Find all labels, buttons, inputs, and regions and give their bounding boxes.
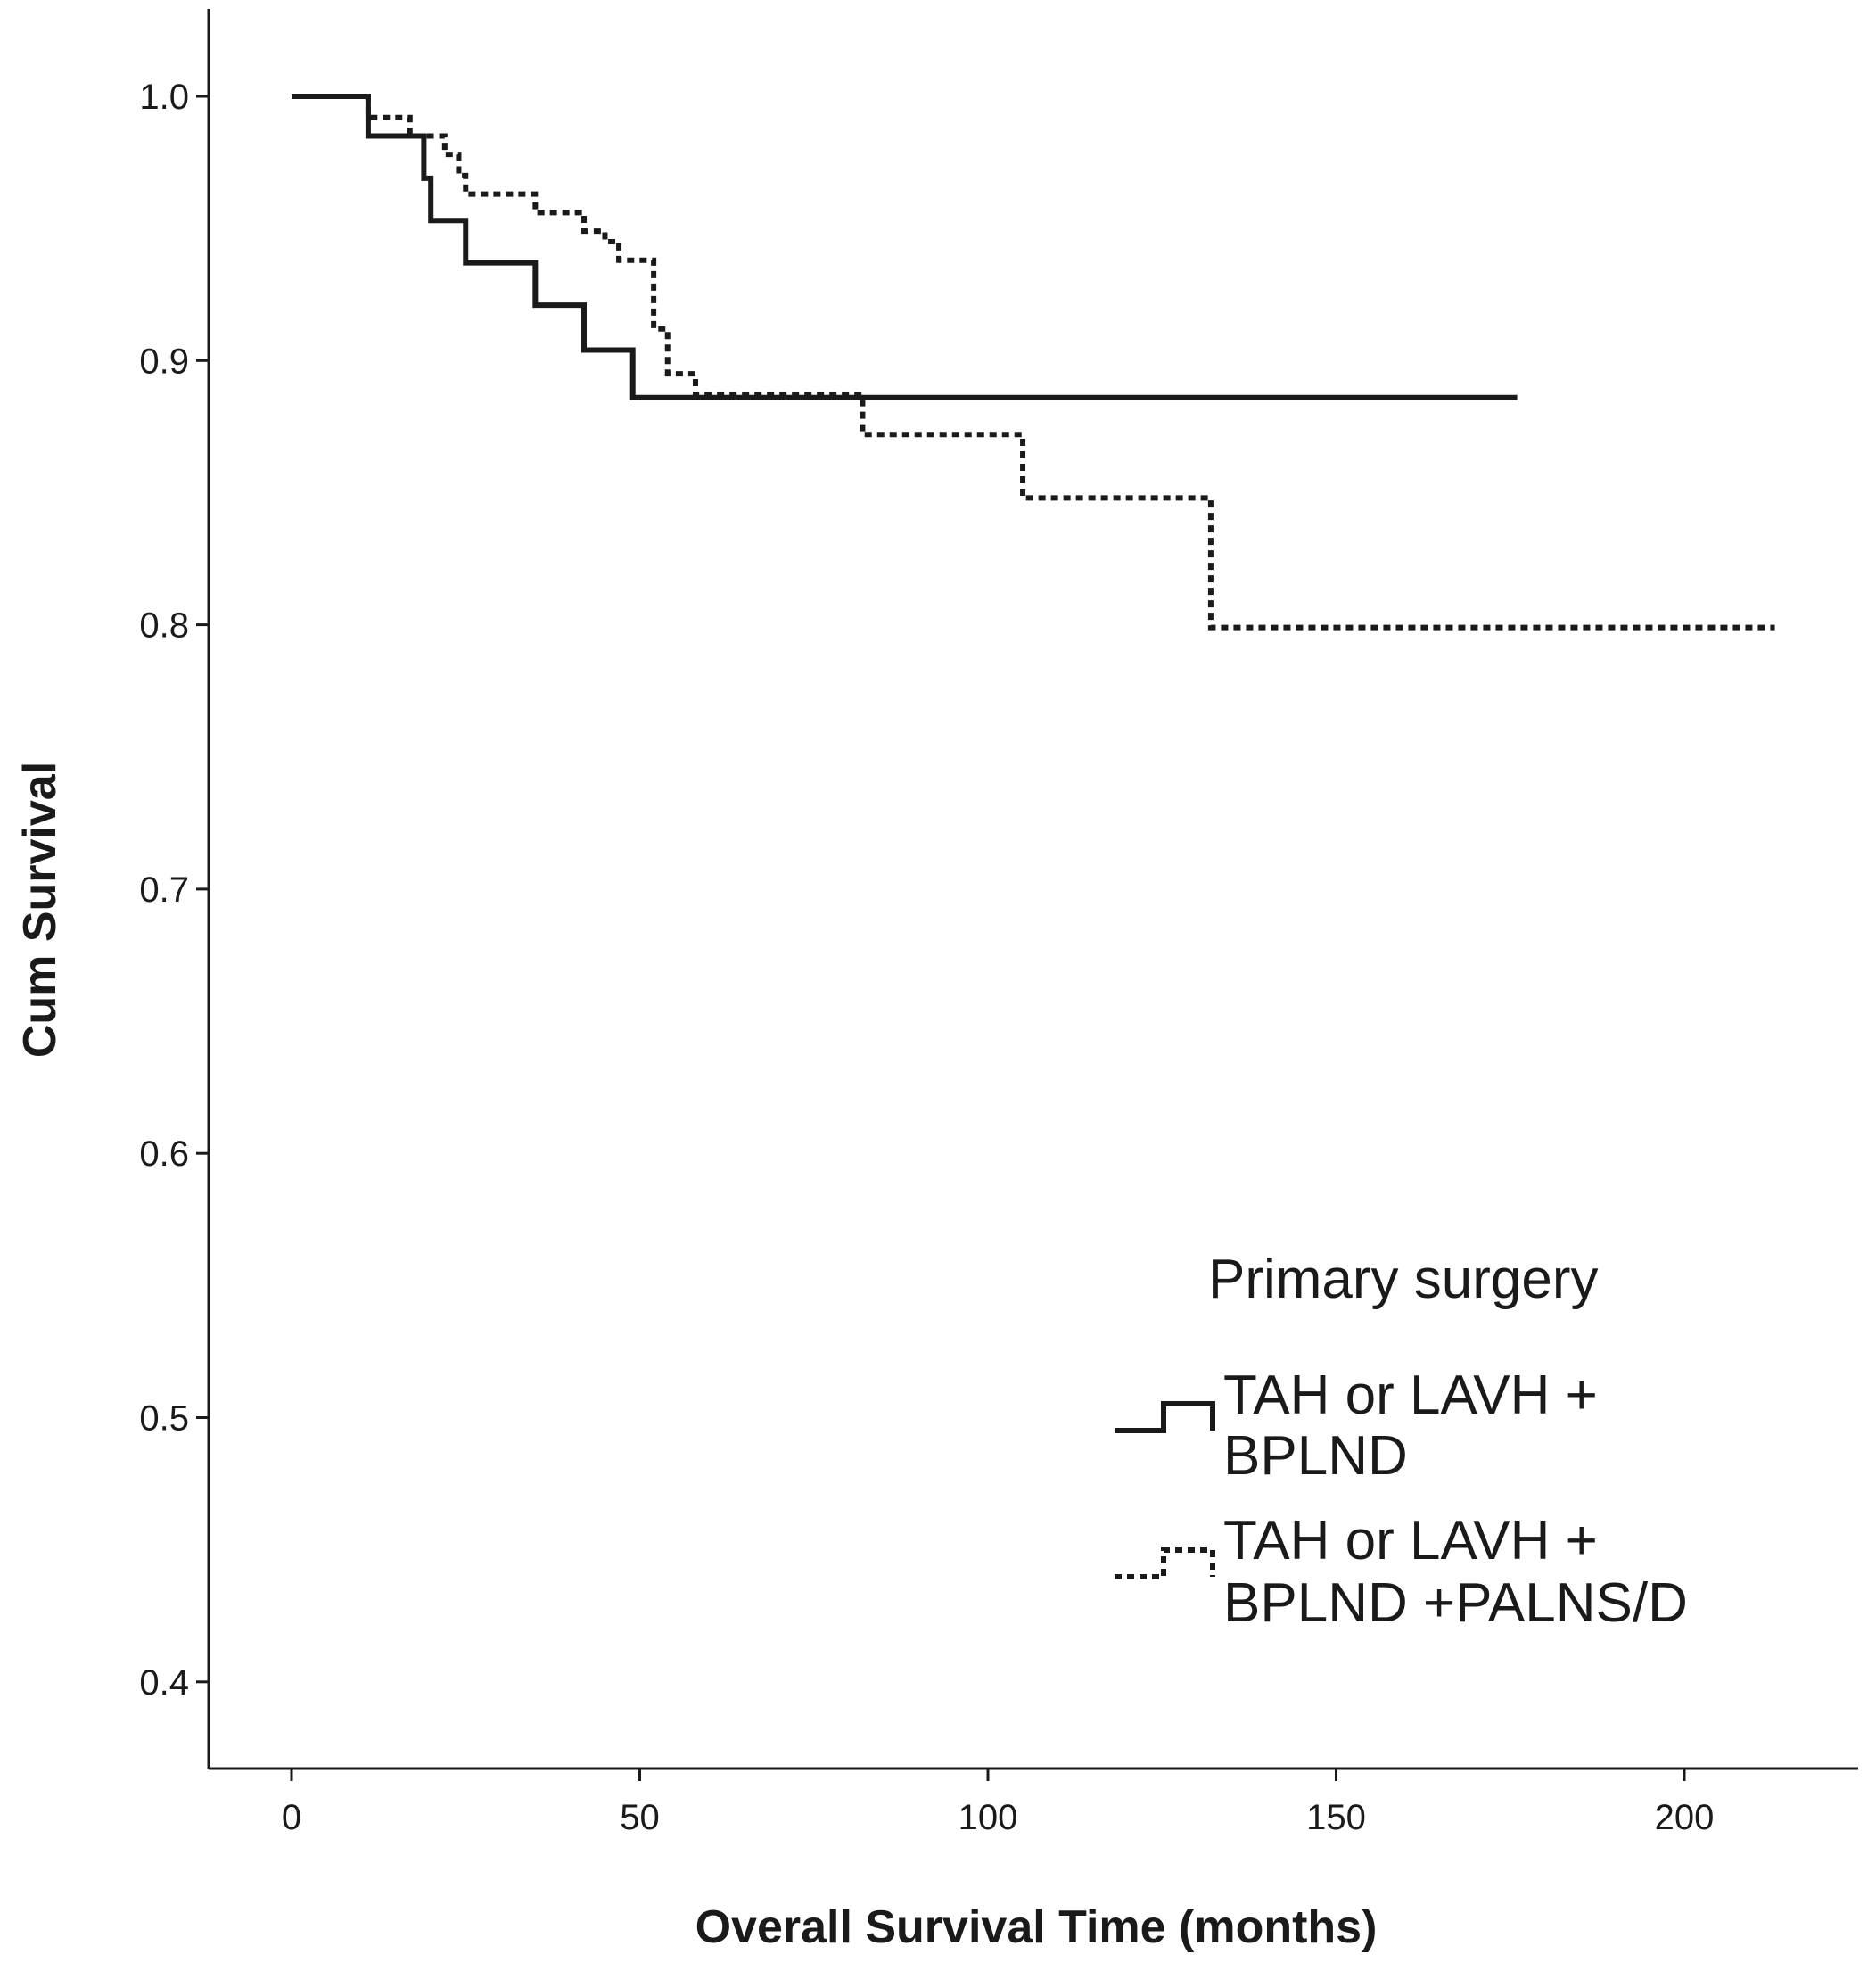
- y-tick-label: 0.9: [139, 342, 189, 381]
- y-axis-title: Cum Survival: [14, 762, 66, 1058]
- x-tick-label: 100: [959, 1798, 1018, 1837]
- legend-swatch-dotted: [1115, 1547, 1215, 1579]
- y-tick-label: 0.4: [139, 1663, 189, 1703]
- legend-label-solid-line1: TAH or LAVH +: [1223, 1365, 1598, 1426]
- x-tick-label: 0: [282, 1798, 301, 1837]
- legend-title: Primary surgery: [1208, 1249, 1599, 1310]
- y-tick-label: 0.8: [139, 606, 189, 646]
- legend-swatch-solid: [1115, 1401, 1215, 1433]
- y-tick-label: 0.6: [139, 1134, 189, 1174]
- legend-label-solid-line2: BPLND: [1223, 1425, 1408, 1487]
- x-axis-title: Overall Survival Time (months): [695, 1901, 1378, 1953]
- y-tick-label: 1.0: [139, 78, 189, 117]
- legend: Primary surgery TAH or LAVH + BPLND TAH …: [1115, 1249, 1688, 1634]
- series-line-solid: [292, 94, 1518, 400]
- y-tick-label: 0.5: [139, 1399, 189, 1439]
- x-tick-label: 200: [1655, 1798, 1715, 1837]
- axes: [207, 9, 1858, 1770]
- legend-label-dotted-line2: BPLND +PALNS/D: [1223, 1572, 1688, 1634]
- series-line-dotted: [292, 94, 1775, 631]
- x-ticks: 0 50 100 150 200: [282, 1769, 1715, 1837]
- x-tick-label: 50: [620, 1798, 660, 1837]
- x-tick-label: 150: [1306, 1798, 1366, 1837]
- series-layer: [292, 94, 1775, 631]
- legend-label-dotted-line1: TAH or LAVH +: [1223, 1510, 1598, 1571]
- y-ticks: 0.4 0.5 0.6 0.7 0.8 0.9 1.0: [139, 78, 209, 1703]
- y-tick-label: 0.7: [139, 870, 189, 910]
